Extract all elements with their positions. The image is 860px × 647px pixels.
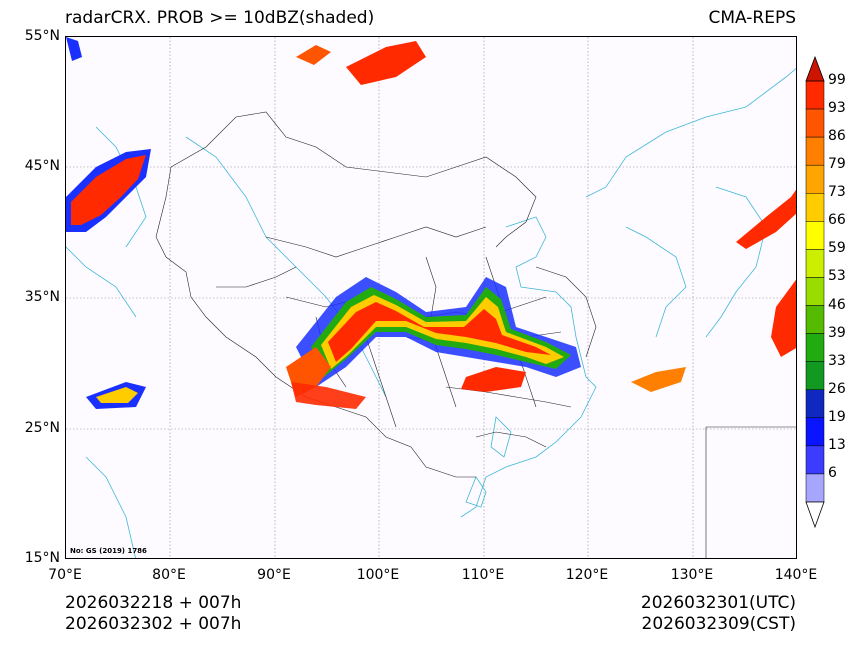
footer-right: 2026032301(UTC) 2026032309(CST)	[641, 593, 796, 635]
colorbar-label: 39	[828, 324, 846, 341]
init-time-cst: 2026032302 + 007h	[65, 614, 242, 634]
colorbar-max-arrow	[805, 55, 825, 82]
colorbar-min-arrow	[805, 501, 825, 529]
lat-label-15: 15°N	[24, 550, 60, 566]
colorbar-bin	[805, 221, 825, 250]
colorbar-label: 46	[828, 296, 846, 313]
colorbar-bin	[805, 136, 825, 166]
colorbar-bin	[805, 193, 825, 222]
colorbar-bin	[805, 361, 825, 390]
colorbar-bin	[805, 108, 825, 138]
init-time-utc: 2026032218 + 007h	[65, 593, 242, 613]
lon-label-110: 110°E	[461, 567, 505, 583]
colorbar-label: 26	[828, 380, 846, 397]
valid-time-utc: 2026032301(UTC)	[640, 593, 796, 613]
colorbar-label: 6	[828, 464, 837, 481]
map-title: radarCRX. PROB >= 10dBZ(shaded)	[65, 8, 375, 28]
lat-label-45: 45°N	[24, 158, 60, 174]
lon-label-130: 130°E	[670, 567, 714, 583]
colorbar-label: 33	[828, 352, 846, 369]
lat-label-55: 55°N	[24, 28, 60, 44]
colorbar-bin	[805, 249, 825, 278]
colorbar-bin	[805, 305, 825, 334]
colorbar-bin	[805, 80, 825, 110]
colorbar-label: 73	[828, 184, 846, 201]
colorbar-bin	[805, 417, 825, 447]
probability-shading	[66, 37, 796, 409]
lon-label-120: 120°E	[565, 567, 609, 583]
colorbar-label: 19	[828, 408, 846, 425]
colorbar-bin	[805, 333, 825, 362]
lon-label-140: 140°E	[774, 567, 818, 583]
map-canvas	[66, 37, 796, 558]
lat-label-35: 35°N	[24, 289, 60, 305]
colorbar-label: 86	[828, 128, 846, 145]
lon-label-90: 90°E	[257, 567, 291, 583]
colorbar-bin	[805, 389, 825, 419]
valid-time-cst: 2026032309(CST)	[641, 614, 796, 634]
colorbar-bin	[805, 277, 825, 306]
colorbar-label: 59	[828, 240, 846, 257]
footer-left: 2026032218 + 007h 2026032302 + 007h	[65, 593, 241, 635]
map-panel[interactable]: No: GS (2019) 1786	[65, 36, 797, 559]
lon-label-80: 80°E	[152, 567, 186, 583]
lon-label-70: 70°E	[48, 567, 82, 583]
colorbar	[805, 55, 825, 529]
colorbar-label: 53	[828, 268, 846, 285]
colorbar-bins	[805, 80, 825, 503]
colorbar-bin	[805, 445, 825, 475]
model-name: CMA-REPS	[708, 8, 796, 28]
colorbar-bin	[805, 473, 825, 503]
lat-label-25: 25°N	[24, 420, 60, 436]
colorbar-label: 99	[828, 72, 846, 88]
colorbar-label: 13	[828, 436, 846, 453]
colorbar-label: 79	[828, 156, 846, 173]
graticule	[66, 37, 796, 558]
lon-label-100: 100°E	[356, 567, 400, 583]
colorbar-bin	[805, 164, 825, 194]
map-approval-number: No: GS (2019) 1786	[70, 547, 147, 555]
colorbar-label: 93	[828, 100, 846, 117]
colorbar-label: 66	[828, 212, 846, 229]
